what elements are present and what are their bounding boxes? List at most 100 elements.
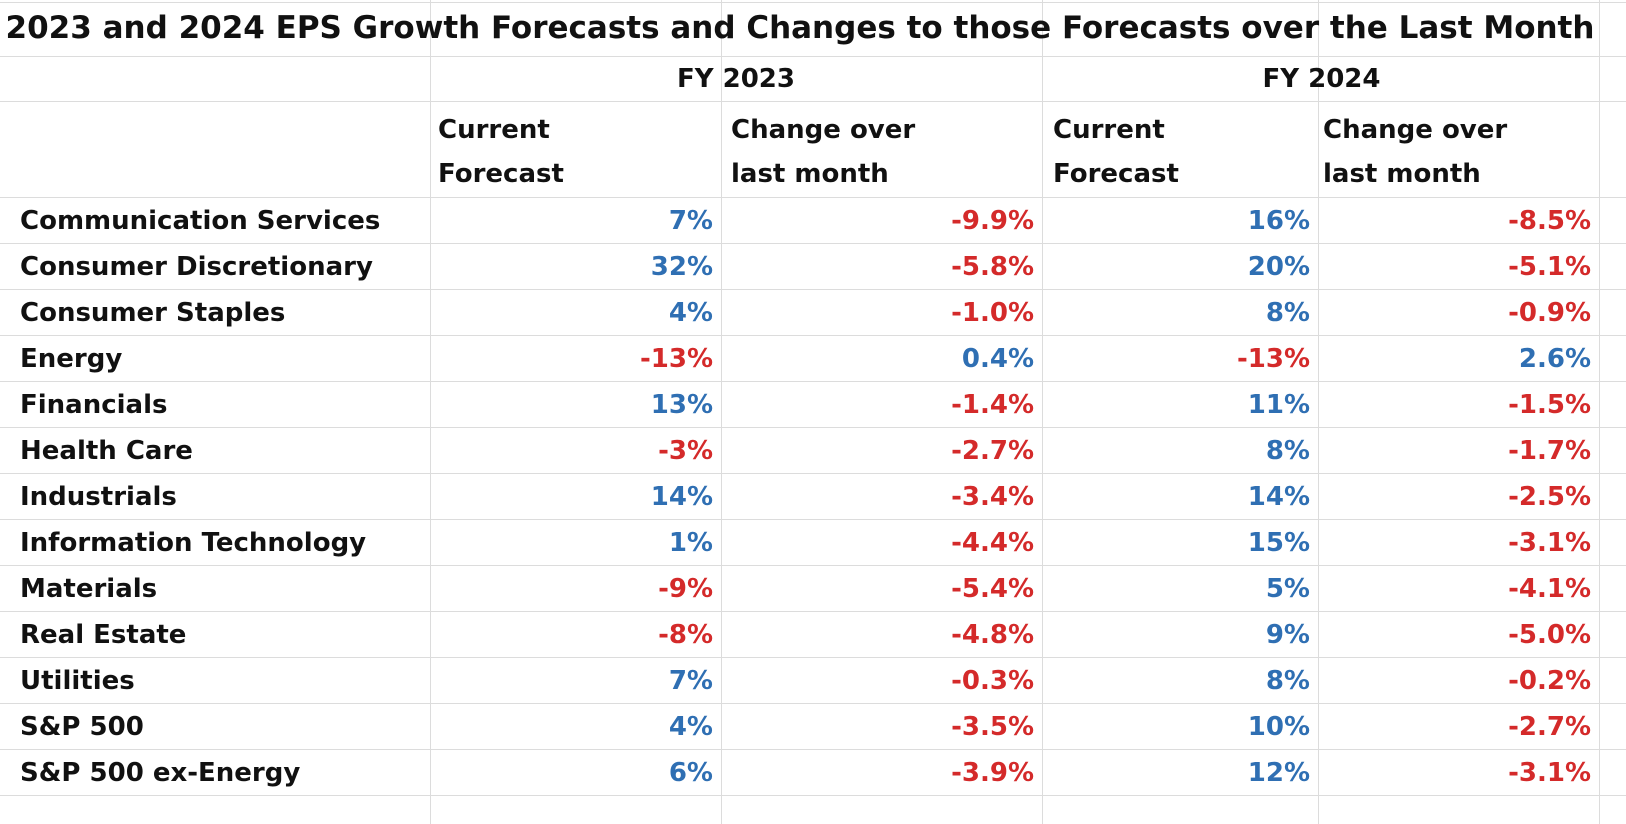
gridline-horizontal — [0, 473, 1626, 474]
subheader-change-2023: Change over last month — [731, 108, 1031, 196]
value-cell-fy2023-current: 4% — [668, 712, 713, 742]
gridline-horizontal — [0, 749, 1626, 750]
value-cell-fy2024-current: 12% — [1247, 758, 1310, 788]
value-cell-fy2024-change: -3.1% — [1508, 758, 1591, 788]
value-cell-fy2024-change: -0.2% — [1508, 666, 1591, 696]
value-cell-fy2024-current: -13% — [1236, 344, 1310, 374]
sector-label: Financials — [20, 390, 168, 420]
gridline-vertical — [721, 0, 722, 824]
value-cell-fy2024-current: 9% — [1265, 620, 1310, 650]
value-cell-fy2023-change: -9.9% — [951, 206, 1034, 236]
value-cell-fy2023-change: -3.9% — [951, 758, 1034, 788]
subheader-current-forecast-2024: Current Forecast — [1053, 108, 1303, 196]
value-cell-fy2023-current: -3% — [658, 436, 713, 466]
sector-label: Materials — [20, 574, 158, 604]
value-cell-fy2023-change: 0.4% — [961, 344, 1034, 374]
value-cell-fy2023-change: -5.4% — [951, 574, 1034, 604]
gridline-horizontal — [0, 101, 1626, 102]
value-cell-fy2023-change: -4.8% — [951, 620, 1034, 650]
year-header-fy2024: FY 2024 — [1262, 63, 1381, 94]
gridline-horizontal — [0, 703, 1626, 704]
value-cell-fy2023-current: 1% — [668, 528, 713, 558]
value-cell-fy2024-current: 15% — [1247, 528, 1310, 558]
gridline-horizontal — [0, 197, 1626, 198]
subheader-change-2024: Change over last month — [1323, 108, 1593, 196]
value-cell-fy2024-current: 5% — [1265, 574, 1310, 604]
sector-label: Industrials — [20, 482, 177, 512]
value-cell-fy2024-current: 8% — [1265, 436, 1310, 466]
sector-label: S&P 500 ex-Energy — [20, 758, 301, 788]
sector-label: Energy — [20, 344, 123, 374]
value-cell-fy2023-change: -0.3% — [951, 666, 1034, 696]
sector-label: Information Technology — [20, 528, 367, 558]
value-cell-fy2023-current: 7% — [668, 206, 713, 236]
value-cell-fy2024-current: 11% — [1247, 390, 1310, 420]
gridline-horizontal — [0, 611, 1626, 612]
subheader-line: last month — [1323, 159, 1481, 189]
value-cell-fy2023-change: -1.0% — [951, 298, 1034, 328]
subheader-line: Current — [1053, 115, 1165, 145]
value-cell-fy2023-current: 4% — [668, 298, 713, 328]
sector-label: Real Estate — [20, 620, 187, 650]
table-title: 2023 and 2024 EPS Growth Forecasts and C… — [5, 10, 1595, 46]
value-cell-fy2024-change: -1.5% — [1508, 390, 1591, 420]
gridline-horizontal — [0, 657, 1626, 658]
sector-label: Consumer Discretionary — [20, 252, 373, 282]
subheader-line: Current — [438, 115, 550, 145]
gridline-vertical — [1042, 0, 1043, 824]
value-cell-fy2024-change: -2.5% — [1508, 482, 1591, 512]
gridline-horizontal — [0, 2, 1626, 3]
gridline-horizontal — [0, 243, 1626, 244]
value-cell-fy2024-current: 16% — [1247, 206, 1310, 236]
value-cell-fy2024-current: 14% — [1247, 482, 1310, 512]
subheader-line: Change over — [731, 115, 916, 145]
value-cell-fy2024-change: -4.1% — [1508, 574, 1591, 604]
value-cell-fy2023-change: -5.8% — [951, 252, 1034, 282]
gridline-vertical — [1599, 0, 1600, 824]
sector-label: Utilities — [20, 666, 135, 696]
value-cell-fy2023-change: -3.4% — [951, 482, 1034, 512]
value-cell-fy2023-change: -3.5% — [951, 712, 1034, 742]
value-cell-fy2023-current: 6% — [668, 758, 713, 788]
value-cell-fy2023-change: -2.7% — [951, 436, 1034, 466]
value-cell-fy2024-current: 10% — [1247, 712, 1310, 742]
value-cell-fy2023-current: 32% — [650, 252, 713, 282]
gridline-horizontal — [0, 56, 1626, 57]
value-cell-fy2024-change: -2.7% — [1508, 712, 1591, 742]
value-cell-fy2024-change: -3.1% — [1508, 528, 1591, 558]
value-cell-fy2024-current: 8% — [1265, 666, 1310, 696]
gridline-horizontal — [0, 381, 1626, 382]
value-cell-fy2024-current: 8% — [1265, 298, 1310, 328]
value-cell-fy2023-current: -13% — [639, 344, 713, 374]
sector-label: Health Care — [20, 436, 193, 466]
gridline-horizontal — [0, 335, 1626, 336]
subheader-current-forecast-2023: Current Forecast — [438, 108, 698, 196]
gridline-vertical — [430, 0, 431, 824]
gridline-vertical — [1318, 0, 1319, 824]
value-cell-fy2023-current: 14% — [650, 482, 713, 512]
value-cell-fy2024-change: -8.5% — [1508, 206, 1591, 236]
value-cell-fy2023-current: -9% — [658, 574, 713, 604]
sector-label: Communication Services — [20, 206, 381, 236]
sector-label: S&P 500 — [20, 712, 144, 742]
subheader-line: Change over — [1323, 115, 1508, 145]
sector-label: Consumer Staples — [20, 298, 286, 328]
value-cell-fy2024-change: -5.0% — [1508, 620, 1591, 650]
gridline-horizontal — [0, 565, 1626, 566]
value-cell-fy2024-change: -5.1% — [1508, 252, 1591, 282]
gridline-horizontal — [0, 795, 1626, 796]
value-cell-fy2024-change: -1.7% — [1508, 436, 1591, 466]
value-cell-fy2023-current: -8% — [658, 620, 713, 650]
year-header-fy2023: FY 2023 — [676, 63, 795, 94]
value-cell-fy2023-change: -1.4% — [951, 390, 1034, 420]
gridline-horizontal — [0, 427, 1626, 428]
subheader-line: Forecast — [438, 159, 564, 189]
gridline-horizontal — [0, 519, 1626, 520]
subheader-line: last month — [731, 159, 889, 189]
value-cell-fy2024-change: -0.9% — [1508, 298, 1591, 328]
value-cell-fy2023-current: 7% — [668, 666, 713, 696]
gridline-horizontal — [0, 289, 1626, 290]
value-cell-fy2024-current: 20% — [1247, 252, 1310, 282]
subheader-line: Forecast — [1053, 159, 1179, 189]
